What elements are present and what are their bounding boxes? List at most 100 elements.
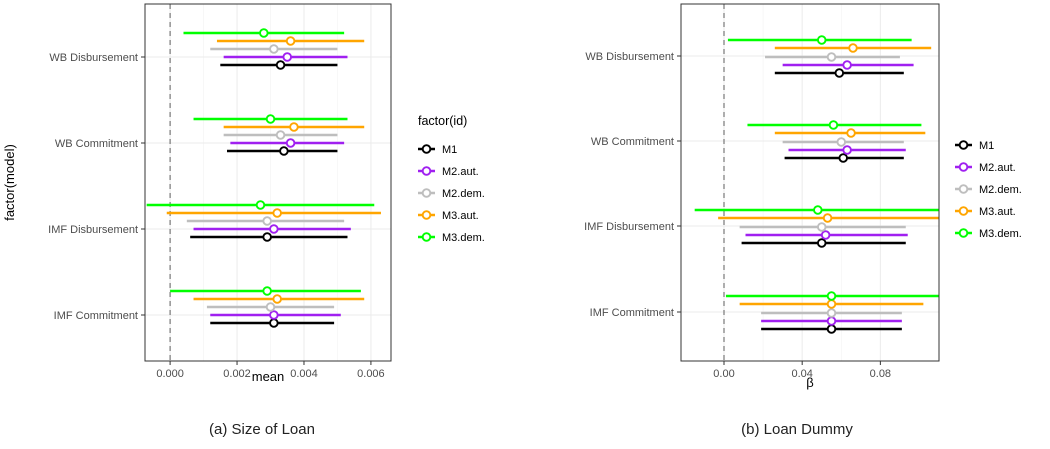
estimate-point-M1 — [816, 238, 827, 248]
legend-label: M1 — [979, 140, 994, 152]
estimate-point-M3.aut. — [846, 128, 856, 138]
estimate-point-M2.aut. — [842, 145, 852, 155]
estimate-point-M3.dem. — [813, 205, 823, 215]
legend-label: M3.aut. — [442, 210, 479, 222]
series-M2.dem. — [739, 52, 906, 318]
x-tick-label: 0.004 — [290, 368, 318, 380]
series-M3.dem. — [146, 28, 375, 296]
y-tick-label: IMF Commitment — [590, 307, 674, 319]
x-tick-label: 0.04 — [791, 368, 812, 380]
estimate-point-M2.aut. — [269, 310, 279, 320]
estimate-point-M3.aut. — [848, 43, 858, 53]
y-tick-label: WB Commitment — [591, 136, 674, 148]
y-tick-label: WB Disbursement — [585, 51, 674, 63]
estimate-point-M2.aut. — [820, 230, 831, 240]
estimate-point-M2.dem. — [262, 216, 272, 226]
y-tick-label: IMF Commitment — [54, 310, 138, 322]
estimate-point-M1 — [275, 60, 286, 70]
plot-background — [145, 4, 391, 361]
series-M2.aut. — [745, 60, 914, 326]
legend-key-point — [421, 166, 432, 176]
legend-label: M2.dem. — [442, 188, 485, 200]
estimate-point-M3.dem. — [265, 114, 276, 124]
estimate-point-M2.dem. — [269, 44, 279, 54]
estimate-point-M3.aut. — [289, 122, 299, 132]
legend-key-point — [421, 188, 432, 198]
legend-label: M1 — [442, 144, 457, 156]
estimate-point-M1 — [262, 232, 272, 242]
legend-key-point — [958, 206, 969, 216]
series-M3.dem. — [694, 35, 939, 301]
x-tick-label: 0.006 — [357, 368, 385, 380]
legend: factor(id) M1 M2.aut. M2.dem. M3.aut. M3.dem. — [418, 114, 485, 244]
estimate-point-M2.aut. — [282, 52, 292, 62]
legend-key-point — [958, 228, 969, 238]
series-M1 — [741, 68, 906, 334]
series-M2.dem. — [186, 44, 345, 312]
x-axis-title: β — [806, 375, 813, 390]
series-M3.aut. — [718, 43, 939, 309]
chart-panel-1: 0.000 0.002 0.004 0.006 WB Disbursement WB Co… — [2, 3, 485, 438]
estimate-point-M3.dem. — [259, 28, 269, 38]
x-tick-label: 0.00 — [713, 368, 734, 380]
y-tick-label: WB Disbursement — [49, 52, 138, 64]
estimate-point-M2.dem. — [275, 130, 286, 140]
legend-label: M3.aut. — [979, 206, 1016, 218]
legend: M1 M2.aut. M2.dem. M3.aut. M3.dem. — [955, 140, 1022, 240]
panel-caption: (b) Loan Dummy — [741, 421, 853, 438]
estimate-point-M3.dem. — [826, 291, 837, 301]
y-tick-label: IMF Disbursement — [584, 221, 674, 233]
y-tick-label: WB Commitment — [55, 138, 138, 150]
estimate-point-M3.dem. — [828, 120, 839, 130]
estimate-point-M3.aut. — [272, 294, 282, 304]
estimate-point-M3.dem. — [255, 200, 266, 210]
estimate-point-M1 — [269, 318, 279, 328]
estimate-point-M3.dem. — [816, 35, 827, 45]
estimate-point-M3.aut. — [826, 299, 837, 309]
x-tick-label: 0.002 — [223, 368, 251, 380]
series-M1 — [190, 60, 348, 328]
estimate-point-M2.dem. — [826, 52, 837, 62]
series-M3.aut. — [166, 36, 381, 304]
panel-caption: (a) Size of Loan — [209, 421, 315, 438]
x-tick-label: 0.000 — [156, 368, 184, 380]
legend-key-point — [421, 144, 432, 154]
x-axis-title: mean — [252, 369, 285, 384]
estimate-point-M2.aut. — [826, 316, 837, 326]
y-axis-title: factor(model) — [2, 144, 17, 221]
chart-panel-2: 0.00 0.04 0.08 WB Disbursement WB Commitment… — [584, 3, 1022, 438]
legend-title: factor(id) — [418, 114, 467, 128]
estimate-point-M2.dem. — [826, 308, 837, 318]
legend-key-point — [958, 162, 969, 172]
estimate-point-M2.aut. — [269, 224, 279, 234]
estimate-point-M2.aut. — [842, 60, 852, 70]
legend-label: M2.aut. — [979, 162, 1016, 174]
legend-label: M3.dem. — [979, 228, 1022, 240]
legend-key-point — [421, 232, 432, 242]
estimate-point-M2.dem. — [265, 302, 276, 312]
estimate-point-M1 — [834, 68, 845, 78]
plot-border — [144, 3, 392, 362]
plot-border — [680, 3, 940, 362]
legend-key-point — [958, 140, 969, 150]
estimate-point-M3.aut. — [285, 36, 296, 46]
legend-label: M2.aut. — [442, 166, 479, 178]
estimate-point-M2.aut. — [285, 138, 296, 148]
estimate-point-M3.aut. — [272, 208, 282, 218]
estimate-point-M1 — [838, 153, 848, 163]
legend-label: M3.dem. — [442, 232, 485, 244]
legend-label: M2.dem. — [979, 184, 1022, 196]
estimate-point-M3.dem. — [262, 286, 272, 296]
x-tick-label: 0.08 — [870, 368, 891, 380]
y-tick-label: IMF Disbursement — [48, 224, 138, 236]
estimate-point-M1 — [826, 324, 837, 334]
estimate-point-M2.dem. — [816, 222, 827, 232]
estimate-point-M1 — [279, 146, 289, 156]
legend-key-point — [421, 210, 432, 220]
legend-key-point — [958, 184, 969, 194]
estimate-point-M3.aut. — [822, 213, 833, 223]
estimate-point-M2.dem. — [836, 137, 847, 147]
series-M2.aut. — [193, 52, 351, 320]
